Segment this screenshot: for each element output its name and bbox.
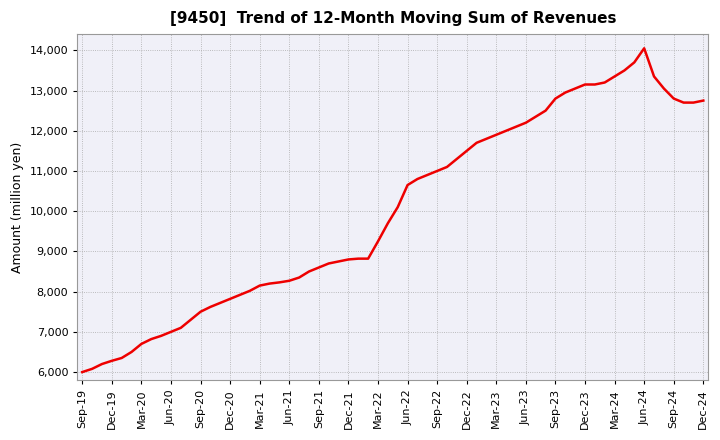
Title: [9450]  Trend of 12-Month Moving Sum of Revenues: [9450] Trend of 12-Month Moving Sum of R… bbox=[169, 11, 616, 26]
Y-axis label: Amount (million yen): Amount (million yen) bbox=[11, 142, 24, 273]
